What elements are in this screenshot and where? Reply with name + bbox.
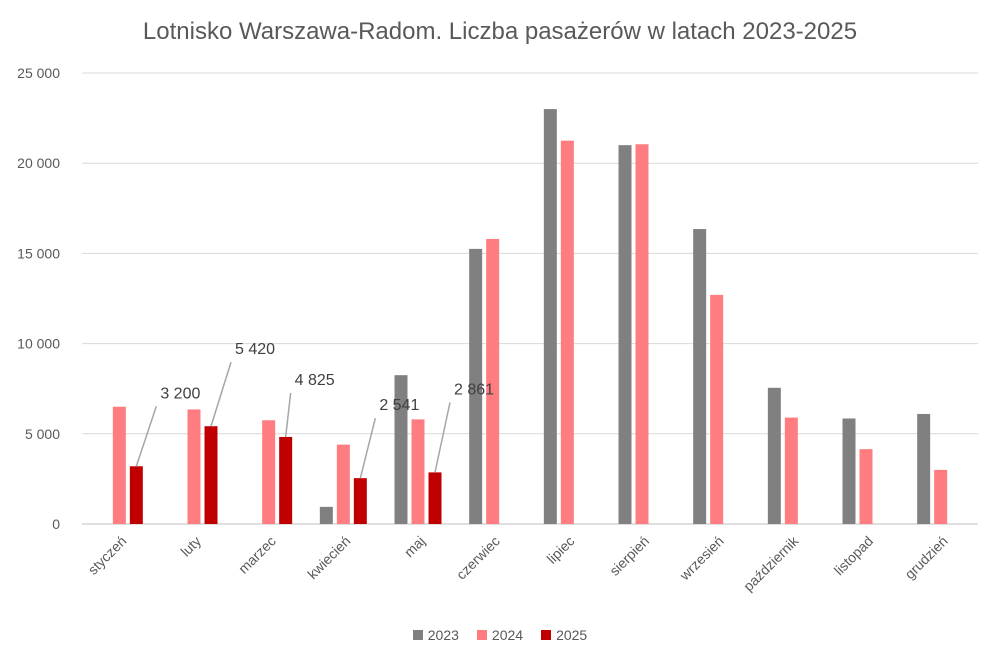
x-tick-label: grudzień [902,533,951,582]
data-label: 2 541 [379,397,419,414]
legend-swatch-2023 [412,630,423,640]
legend-swatch-2025 [541,630,552,640]
bar-2024-listopad [859,449,873,524]
bar-2024-styczeń [112,406,126,524]
gridlines [82,72,978,525]
x-tick-label: wrzesień [676,533,727,584]
y-tick-label: 0 [52,516,60,532]
bar-2025-styczeń [129,466,143,524]
legend-label-2025: 2025 [556,627,588,643]
bar-2025-luty [204,426,218,524]
bar-2023-maj [394,375,408,524]
data-label-leader [284,392,292,438]
bar-2024-grudzień [934,469,948,524]
bars [112,109,948,524]
data-label-leader [359,417,377,479]
data-label: 5 420 [235,341,275,358]
legend-item-2023: 2023 [412,627,459,643]
bar-2025-maj [428,472,442,524]
bar-2024-maj [411,419,425,524]
data-label: 4 825 [295,372,335,389]
bar-2025-kwiecień [353,478,367,524]
x-tick-label: listopad [831,533,876,578]
legend-swatch-2024 [476,630,487,640]
y-tick-label: 10 000 [17,336,60,352]
bar-2023-październik [767,387,781,524]
bar-2024-wrzesień [710,294,724,524]
y-tick-label: 5 000 [25,426,60,442]
bar-2023-lipiec [543,109,557,524]
y-tick-label: 25 000 [17,65,60,81]
chart-title: Lotnisko Warszawa-Radom. Liczba pasażeró… [142,18,858,45]
data-labels: 3 200 5 420 4 825 2 541 2 861 [135,341,494,479]
bar-2023-listopad [842,418,856,524]
y-tick-label: 15 000 [17,245,60,261]
legend: 2023 2024 2025 [0,627,1000,643]
data-label: 2 861 [454,381,494,398]
bar-2024-czerwiec [486,238,500,524]
x-tick-label: lipiec [544,533,578,567]
bar-2023-czerwiec [469,248,483,524]
legend-item-2024: 2024 [476,627,524,643]
x-tick-label: październik [740,532,802,594]
x-tick-label: marzec [235,533,279,577]
y-axis-tick-labels: 0 5 000 10 000 15 000 20 000 25 000 [17,65,60,532]
bar-2023-kwiecień [319,506,333,524]
x-axis-tick-labels: styczeń luty marzec kwiecień maj czerwiec lipi… [85,532,951,594]
data-label-leader [434,402,451,473]
bar-2024-lipiec [560,140,574,524]
data-label-leader [210,361,232,427]
data-label: 3 200 [160,385,200,402]
bar-2024-sierpień [635,144,649,524]
bar-2023-grudzień [917,413,931,524]
data-label-leader [135,406,158,467]
x-tick-label: maj [401,533,428,560]
bar-2024-marzec [262,420,276,524]
legend-label-2023: 2023 [427,627,459,643]
bar-2023-wrzesień [693,229,707,524]
x-tick-label: czerwiec [453,533,503,583]
bar-2024-październik [784,417,798,524]
bar-2025-marzec [279,436,293,524]
bar-2023-sierpień [618,145,632,524]
x-tick-label: luty [177,533,204,560]
legend-label-2024: 2024 [491,627,524,643]
y-tick-label: 20 000 [17,155,60,171]
legend-item-2025: 2025 [541,627,587,643]
bar-2024-luty [187,409,201,524]
bar-2024-kwiecień [336,444,350,524]
x-tick-label: kwiecień [304,533,353,582]
x-tick-label: styczeń [85,533,130,578]
x-tick-label: sierpień [606,533,652,579]
